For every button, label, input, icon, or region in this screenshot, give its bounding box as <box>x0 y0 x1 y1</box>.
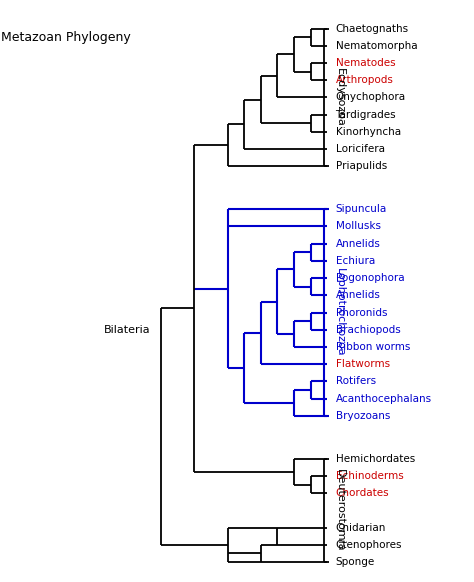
Text: Chaetognaths: Chaetognaths <box>336 24 409 34</box>
Text: Sponge: Sponge <box>336 557 375 567</box>
Text: Mollusks: Mollusks <box>336 222 381 232</box>
Text: Deuterostomia: Deuterostomia <box>335 469 345 552</box>
Text: Sipuncula: Sipuncula <box>336 204 387 214</box>
Text: Bilateria: Bilateria <box>103 325 150 335</box>
Text: Phoronids: Phoronids <box>336 307 387 318</box>
Text: Onychophora: Onychophora <box>336 93 406 102</box>
Text: Chordates: Chordates <box>336 488 389 498</box>
Text: Cnidarian: Cnidarian <box>336 523 386 533</box>
Text: Echiura: Echiura <box>336 256 375 266</box>
Text: Brachiopods: Brachiopods <box>336 325 401 335</box>
Text: Arthropods: Arthropods <box>336 75 393 85</box>
Text: Ctenophores: Ctenophores <box>336 540 402 550</box>
Text: Acanthocephalans: Acanthocephalans <box>336 393 432 403</box>
Text: Lophotrochozoa: Lophotrochozoa <box>335 268 345 357</box>
Text: Rotifers: Rotifers <box>336 377 376 386</box>
Text: Nematodes: Nematodes <box>336 58 395 68</box>
Text: Pogonophora: Pogonophora <box>336 273 404 283</box>
Text: Bryozoans: Bryozoans <box>336 411 390 421</box>
Text: Annelids: Annelids <box>336 290 381 300</box>
Text: Loricifera: Loricifera <box>336 144 384 154</box>
Text: Flatworms: Flatworms <box>336 359 390 369</box>
Text: Tardigrades: Tardigrades <box>336 109 396 120</box>
Text: Ribbon worms: Ribbon worms <box>336 342 410 352</box>
Text: Annelids: Annelids <box>336 239 381 249</box>
Text: Kinorhyncha: Kinorhyncha <box>336 127 401 137</box>
Text: Hemichordates: Hemichordates <box>336 454 415 464</box>
Text: Metazoan Phylogeny: Metazoan Phylogeny <box>0 31 130 44</box>
Text: Ecdysozoa: Ecdysozoa <box>335 68 345 127</box>
Text: Echinoderms: Echinoderms <box>336 471 403 481</box>
Text: Priapulids: Priapulids <box>336 161 387 171</box>
Text: Nematomorpha: Nematomorpha <box>336 41 417 51</box>
